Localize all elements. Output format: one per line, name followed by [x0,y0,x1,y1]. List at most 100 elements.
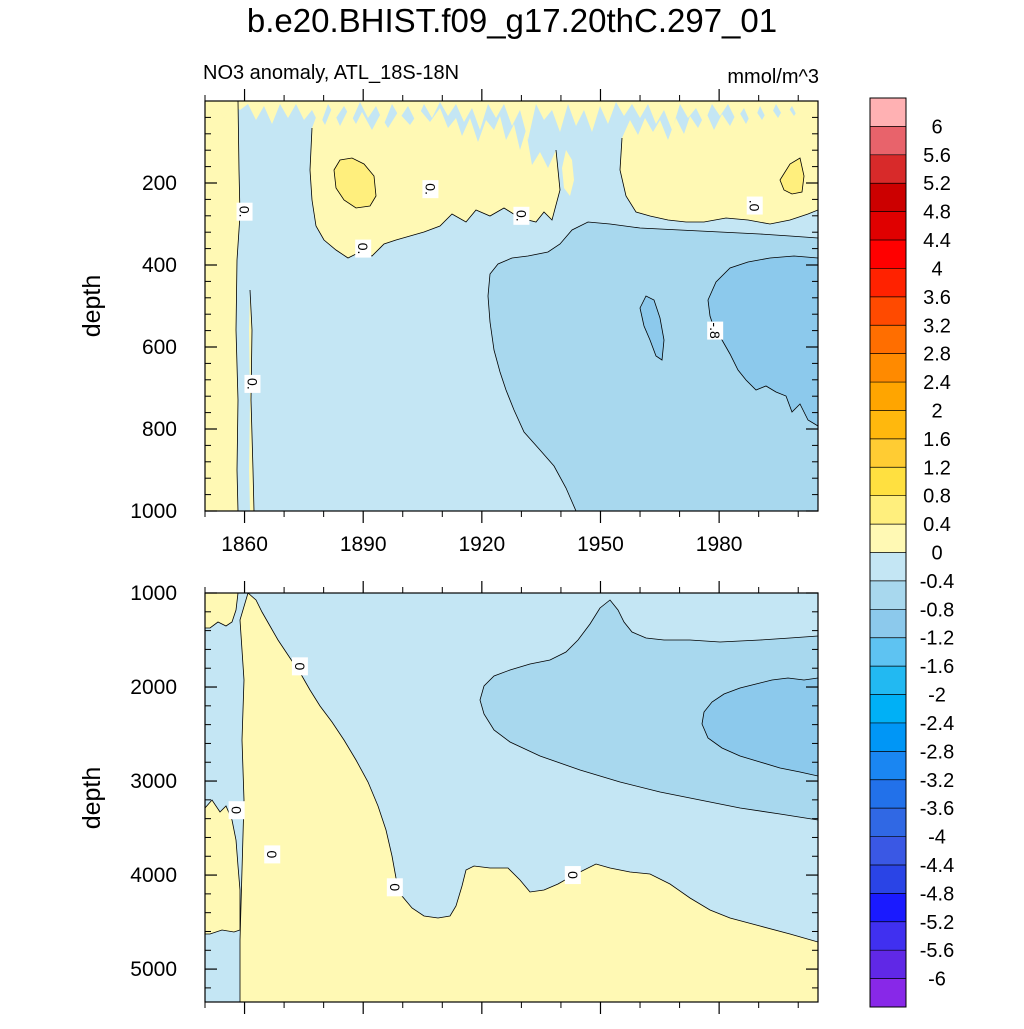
y-tick-label: 1000 [130,582,177,605]
units-subtitle: mmol/m^3 [727,66,819,88]
colorbar-swatch [870,779,906,809]
contour-label-text: 0 [292,662,308,670]
upper-contour-neg08 [487,221,818,511]
colorbar-swatch [870,467,906,497]
upper-panel-frame [204,100,819,512]
contour-label: 0 [564,866,581,885]
colorbar: 6 5.6 5.2 4.8 4.4 4 3.6 3.2 2.8 2.4 2 1.6 1.2 0.8 0.4 0… [869,97,954,1008]
contour-label-text: 0 [387,883,403,891]
colorbar-swatch [870,325,906,355]
lower-y-axis-label: depth [78,767,106,830]
colorbar-swatch [870,808,906,837]
colorbar-swatch [870,382,906,411]
colorbar-label: -1.6 [920,656,954,678]
colorbar-label: 2 [931,400,942,422]
contour-label-box [513,206,530,225]
colorbar-label: -2 [928,685,946,707]
upper-contour-pos08-2 [779,157,805,195]
colorbar-swatch [870,694,906,724]
contour-label-text: 0. [422,183,438,195]
contour-label-box [244,374,261,393]
contour-label-text: .0 [747,200,763,212]
colorbar-label: 0 [931,543,942,565]
x-tick-label: 1890 [340,533,387,556]
upper-surface-positive-patch-3 [620,104,818,224]
contour-label-text: 0. [513,210,529,222]
contour-label-text: 0 [229,806,245,814]
colorbar-label: -4.8 [920,883,954,905]
colorbar-swatch [870,950,906,979]
colorbar-label: 0.4 [923,514,951,536]
y-tick-label: 3000 [130,770,177,793]
colorbar-swatch [870,864,906,894]
colorbar-swatch [870,154,906,184]
contour-label-box [386,878,403,897]
lower-contour-left-strip [205,799,241,935]
y-tick-label: 200 [142,172,177,195]
y-tick-label: 600 [142,336,177,359]
x-tick-label: 1980 [696,533,743,556]
contour-label-box [264,845,281,864]
contour-label-box [228,801,245,820]
contour-label: 0. [513,206,530,225]
contour-label: -.8 [707,321,724,340]
contour-label-text: 0. [244,378,260,390]
colorbar-label: 2.8 [923,344,951,366]
variable-subtitle: NO3 anomaly, ATL_18S-18N [203,62,460,84]
colorbar-label: 4 [931,258,942,280]
colorbar-label: -3.2 [920,770,954,792]
colorbar-label: 1.6 [923,429,951,451]
upper-negative-1.2-region [708,256,818,426]
contour-label: 0 [228,801,245,820]
upper-contour-surface-3 [619,137,818,225]
upper-contour-neg12 [707,255,818,427]
lower-contour-labels: 0 0 0 0 0 [228,657,581,897]
contour-label-box [291,657,308,676]
colorbar-swatch [870,893,906,923]
lower-left-positive-strip [205,800,240,934]
lower-panel: 1000 2000 3000 4000 5000 0 0 0 0 0 depth [78,581,819,1014]
lower-negative-1.2-region [702,678,818,776]
upper-thin-positive-strip [249,290,254,511]
colorbar-label: 3.6 [923,287,951,309]
upper-surface-positive-patch-2 [562,150,574,196]
y-tick-label: 400 [142,254,177,277]
contour-label-text: 0. [355,243,371,255]
upper-contour-surface-1 [309,127,561,259]
colorbar-swatch [870,296,906,326]
contour-label: 0 [386,878,403,897]
contour-label-box [707,321,724,340]
colorbar-label: -2.4 [920,713,954,735]
colorbar-label: 3.2 [923,315,951,337]
lower-y-ticks: 1000 2000 3000 4000 5000 [130,582,818,989]
colorbar-label: -0.4 [920,571,954,593]
contour-label-box [236,202,253,221]
upper-contour-lines [235,101,818,511]
upper-surface-fringe [205,101,818,140]
colorbar-swatch [870,836,906,866]
colorbar-swatch [870,637,906,667]
colorbar-swatch [870,921,906,951]
contour-label: 0. [355,239,372,258]
colorbar-frame [869,97,907,1008]
colorbar-swatch [870,552,906,582]
lower-x-ticks [204,581,799,1014]
contour-label: 0 [264,845,281,864]
colorbar-label: -5.6 [920,940,954,962]
colorbar-swatch [870,183,906,213]
figure-title: b.e20.BHIST.f09_g17.20thC.297_01 [246,2,778,39]
contour-label-box [746,196,763,215]
colorbar-swatch [870,722,906,752]
colorbar-label: -0.8 [920,599,954,621]
colorbar-swatch [870,580,906,610]
colorbar-swatch [870,751,906,781]
contour-label-text: -.8 [707,322,723,339]
contour-label-text: 0. [237,206,253,218]
x-tick-label: 1920 [458,533,505,556]
colorbar-label: -6 [928,969,946,991]
colorbar-swatch [870,609,906,639]
contour-label: 0. [244,374,261,393]
upper-contour-left [235,101,241,511]
